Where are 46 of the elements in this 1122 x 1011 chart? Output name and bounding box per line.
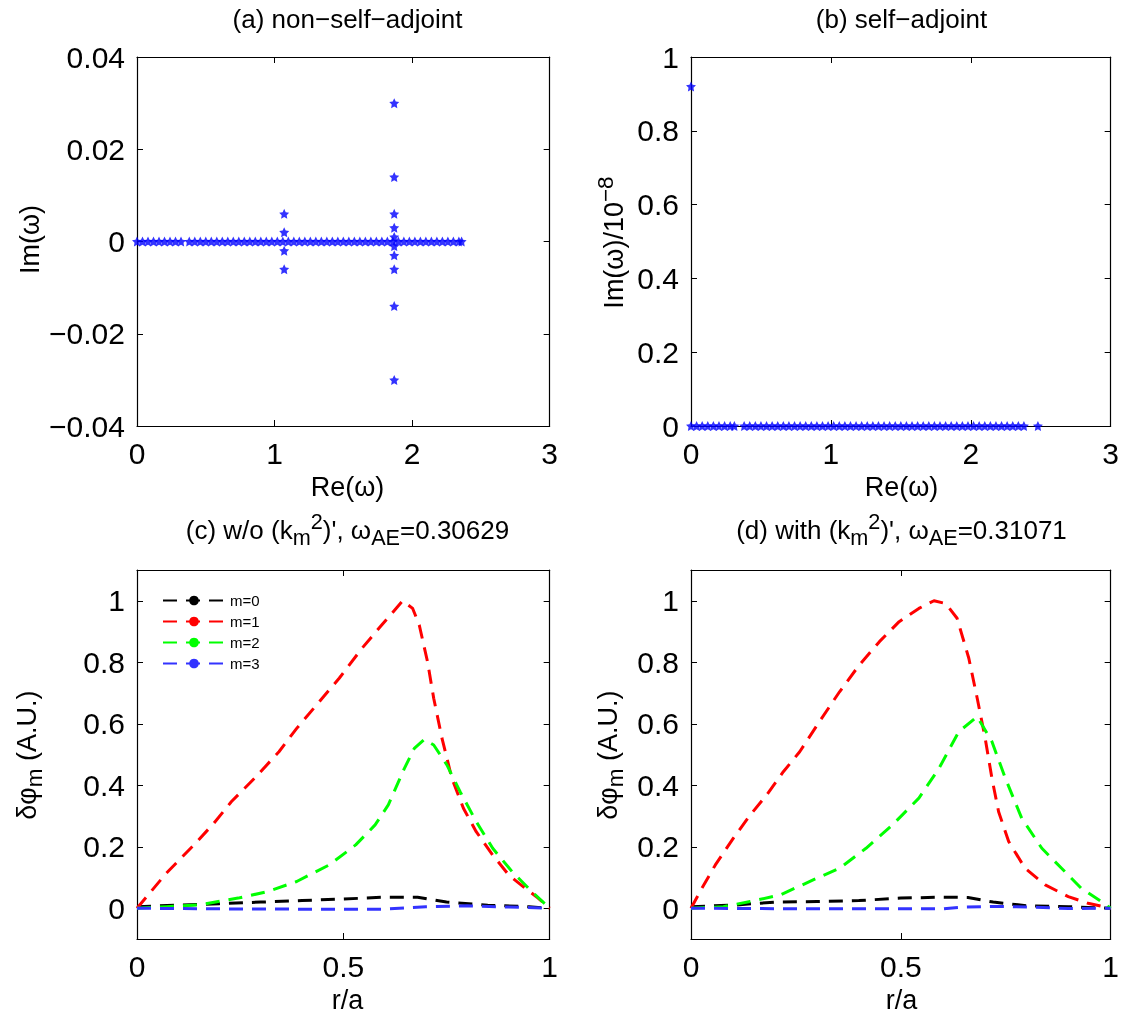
legend-label: m=1 [230, 613, 260, 630]
y-tick-label: 0.2 [637, 335, 679, 369]
y-tick-label: −0.02 [49, 317, 125, 351]
y-axis-title: Im(ω) [14, 203, 46, 276]
x-tick-label: 2 [403, 436, 421, 470]
x-tick-label: 0.5 [322, 949, 365, 983]
y-tick-label: 0.6 [637, 188, 679, 222]
x-tick-label: 0.5 [879, 949, 922, 983]
chart-title: (b) self−adjoint [814, 4, 989, 35]
x-tick-label: 2 [962, 436, 980, 470]
x-tick-label: 1 [266, 436, 283, 470]
y-tick-label: 0.04 [66, 40, 125, 74]
chart-title: (c) w/o (k$_{m}$$^{2}$)', ω$_{AE}$=0.30629 [184, 509, 511, 551]
y-tick-label: 0.8 [637, 114, 679, 148]
legend-label: m=2 [230, 634, 260, 651]
y-tick-label: 0.6 [83, 707, 125, 741]
x-tick-label: 1 [822, 436, 840, 470]
y-tick-label: 0.4 [637, 261, 679, 295]
x-tick-label: 1 [1102, 949, 1119, 983]
y-tick-label: 0 [108, 891, 125, 925]
x-tick-label: 1 [541, 949, 558, 983]
y-tick-label: 0.8 [83, 645, 125, 679]
y-tick-label: 0.2 [83, 830, 125, 864]
chart-title: (d) with (k$_{m}$$^{2}$)', ω$_{AE}$=0.31071 [735, 509, 1068, 551]
y-tick-label: 0.02 [66, 132, 125, 166]
x-axis-title: Re(ω) [863, 472, 940, 503]
y-tick-label: 1 [662, 40, 679, 74]
y-tick-label: 0.6 [637, 707, 679, 741]
y-tick-label: 0.8 [637, 645, 679, 679]
y-tick-label: 0.4 [83, 768, 125, 802]
chart-title: (a) non−self−adjoint [231, 4, 464, 35]
legend-label: m=3 [230, 655, 260, 672]
x-tick-label: 3 [1102, 436, 1119, 470]
y-tick-label: 0.4 [637, 768, 679, 802]
x-axis-title: r/a [330, 985, 365, 1011]
y-tick-label: −0.04 [49, 409, 125, 443]
legend-label: m=0 [230, 592, 260, 609]
y-tick-label: 0.2 [637, 830, 679, 864]
y-tick-label: 0 [662, 409, 679, 443]
y-tick-label: 0 [662, 891, 679, 925]
x-axis-title: Re(ω) [309, 472, 386, 503]
y-tick-label: 1 [108, 584, 125, 618]
y-tick-label: 1 [662, 584, 679, 618]
x-tick-label: 3 [541, 436, 558, 470]
y-tick-label: 0 [108, 225, 125, 258]
x-axis-title: r/a [884, 985, 919, 1011]
